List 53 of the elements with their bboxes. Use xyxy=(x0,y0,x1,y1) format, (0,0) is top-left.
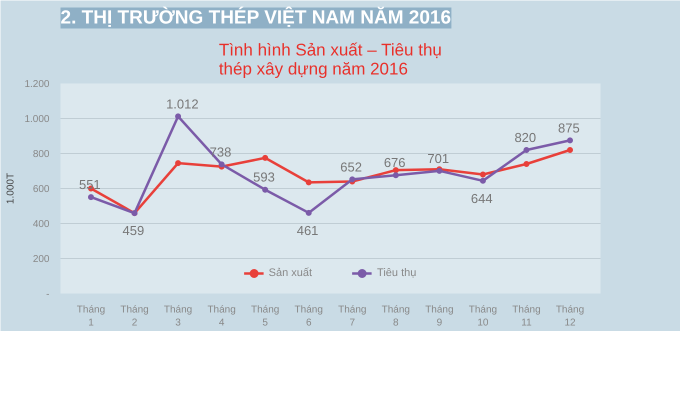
legend-label: Sản xuất xyxy=(268,267,312,279)
chart-subtitle: Tình hình Sản xuất – Tiêu thụ thép xây dựng năm 2016 xyxy=(218,40,442,78)
point xyxy=(218,161,225,168)
point xyxy=(262,154,268,161)
x-tick-label: Tháng 12 xyxy=(556,304,584,329)
x-tick-label: Tháng 9 xyxy=(425,304,454,329)
x-tick-label: Tháng 3 xyxy=(164,304,192,329)
x-tick-label: Tháng 5 xyxy=(251,304,280,329)
data-label: 461 xyxy=(296,222,318,238)
point xyxy=(523,147,530,153)
point xyxy=(567,147,574,153)
data-label: 820 xyxy=(514,130,536,145)
y-tick-label: 800 xyxy=(32,149,50,160)
y-tick-label: - xyxy=(46,289,50,300)
point xyxy=(480,172,486,178)
point xyxy=(262,186,268,193)
x-tick-label: Tháng 7 xyxy=(338,304,366,329)
x-tick-label: Tháng 4 xyxy=(207,304,236,329)
y-tick-label: 600 xyxy=(32,184,50,195)
x-tick-label: Tháng 8 xyxy=(382,304,410,329)
data-label: 676 xyxy=(384,155,406,170)
point xyxy=(567,137,574,144)
x-tick-label: Tháng 2 xyxy=(120,304,149,329)
point xyxy=(392,172,399,178)
legend-label: Tiêu thụ xyxy=(377,267,416,279)
point xyxy=(175,113,182,120)
y-tick-label: 400 xyxy=(32,219,50,230)
data-label: 701 xyxy=(427,150,450,166)
y-tick-label: 1.000 xyxy=(24,114,50,125)
point xyxy=(306,179,312,186)
x-tick-label: Tháng 11 xyxy=(512,304,541,329)
x-tick-label: Tháng 1 xyxy=(76,304,106,329)
point xyxy=(392,167,399,174)
point xyxy=(523,161,530,167)
data-label: 1.012 xyxy=(166,96,199,112)
point xyxy=(306,210,312,216)
chart-title: 2. THỊ TRƯỜNG THÉP VIỆT NAM NĂM 2016 xyxy=(60,6,452,28)
point xyxy=(175,160,182,166)
data-label: 459 xyxy=(122,223,144,238)
data-label: 644 xyxy=(470,190,493,206)
data-label: 738 xyxy=(210,144,232,160)
data-label: 551 xyxy=(78,177,101,192)
data-label: 875 xyxy=(558,120,580,136)
data-label: 593 xyxy=(253,170,275,185)
x-tick-label: Tháng 6 xyxy=(294,304,323,329)
point xyxy=(88,194,94,200)
data-label: 652 xyxy=(340,159,362,174)
y-axis-title: 1.000T xyxy=(5,172,16,204)
point xyxy=(349,176,356,182)
y-tick-label: 200 xyxy=(32,254,50,265)
x-tick-label: Tháng 10 xyxy=(468,304,498,329)
point xyxy=(480,178,486,184)
y-tick-label: 1.200 xyxy=(24,79,50,90)
